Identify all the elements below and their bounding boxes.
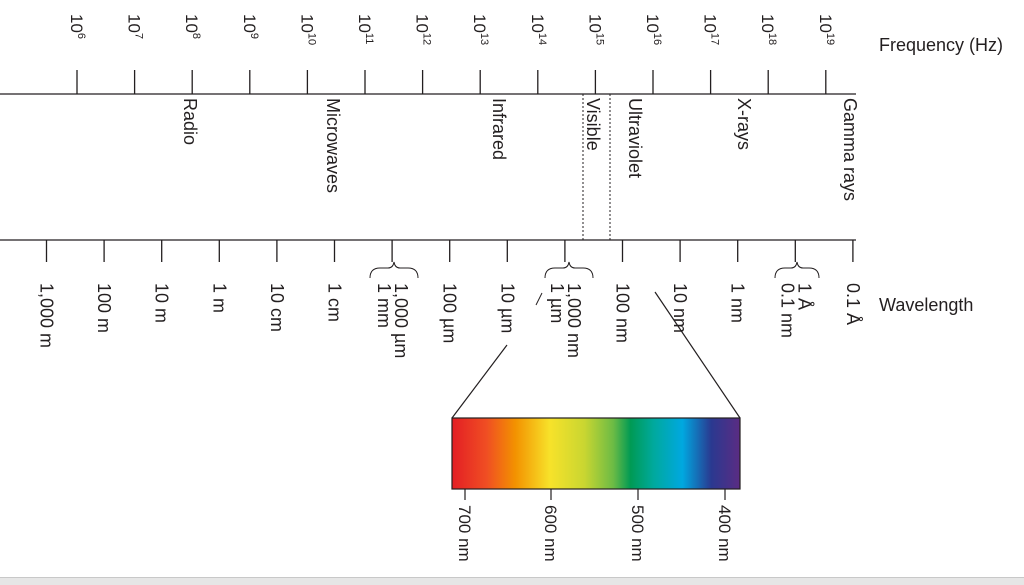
frequency-tick-label: 1014 [528, 14, 548, 45]
frequency-tick-base: 10 [413, 14, 432, 33]
frequency-tick-base: 10 [701, 14, 720, 33]
frequency-tick-base: 10 [816, 14, 835, 33]
wavelength-tick-labels: 1,000 m 100 m 10 m 1 m 10 cm 1 cm 1,000 µm1 mm… [37, 283, 863, 358]
wavelength-tick-label: 1 m [209, 283, 229, 313]
spectrum-tick-labels: 700 nm 600 nm 500 nm 400 nm [455, 505, 734, 562]
frequency-tick-base: 10 [528, 14, 547, 33]
frequency-tick-exponent: 12 [421, 33, 433, 45]
frequency-tick-base: 10 [240, 14, 259, 33]
band-labels: Radio Microwaves Infrared Visible Ultraviole… [180, 98, 860, 201]
wavelength-tick-label: 100 µm [440, 283, 460, 343]
band-label: Visible [583, 98, 603, 151]
frequency-tick-base: 10 [67, 14, 86, 33]
frequency-axis-label: Frequency (Hz) [879, 35, 1003, 55]
wavelength-tick-label: 1,000 m [37, 283, 57, 348]
frequency-tick-exponent: 17 [709, 33, 721, 45]
wavelength-braces [369, 261, 820, 306]
frequency-tick-label: 107 [125, 14, 145, 39]
frequency-tick-label: 1018 [758, 14, 778, 45]
window-bottom-strip [0, 577, 1024, 585]
band-label: Gamma rays [840, 98, 860, 201]
frequency-tick-exponent: 10 [305, 33, 317, 45]
visible-spectrum-bar [451, 417, 741, 490]
frequency-tick-exponent: 7 [133, 33, 145, 39]
wavelength-tick-label: 10 µm [497, 283, 517, 333]
wavelength-tick-label: 1 mm [374, 283, 394, 328]
frequency-tick-label: 1019 [816, 14, 836, 45]
brace-mm [369, 261, 419, 279]
frequency-tick-exponent: 14 [536, 33, 548, 45]
frequency-tick-exponent: 8 [190, 33, 202, 39]
spectrum-tick-label: 600 nm [541, 505, 560, 562]
frequency-tick-exponent: 19 [824, 33, 836, 45]
frequency-tick-base: 10 [125, 14, 144, 33]
wavelength-tick-label: 100 nm [613, 283, 633, 343]
frequency-tick-exponent: 11 [363, 33, 375, 44]
frequency-tick-label: 1015 [585, 14, 605, 45]
brace-um [544, 261, 594, 279]
frequency-tick-label: 1010 [297, 14, 317, 45]
visible-spectrum: 700 nm 600 nm 500 nm 400 nm [451, 417, 741, 562]
wavelength-tick-label: 1 µm [547, 283, 567, 323]
spectrum-tick-label: 700 nm [455, 505, 474, 562]
band-label: Radio [180, 98, 200, 145]
visible-zoom-lines [451, 291, 741, 419]
wavelength-tick-label: 1 nm [728, 283, 748, 323]
wavelength-tick-label: 10 cm [267, 283, 287, 332]
frequency-tick-exponent: 9 [248, 33, 260, 39]
frequency-tick-exponent: 6 [75, 33, 87, 39]
frequency-tick-labels: 1061071081091010101110121013101410151016… [67, 14, 836, 45]
frequency-tick-label: 106 [67, 14, 87, 39]
frequency-tick-base: 10 [355, 14, 374, 33]
wavelength-tick-label: 0.1 Å [843, 283, 863, 325]
band-label: Microwaves [323, 98, 343, 193]
wavelength-axis: 1,000 m 100 m 10 m 1 m 10 cm 1 cm 1,000 µm1 mm… [0, 239, 973, 358]
spectrum-tick-label: 500 nm [628, 505, 647, 562]
frequency-tick-exponent: 16 [651, 33, 663, 45]
band-label: Ultraviolet [625, 98, 645, 178]
wavelength-tick-label: 1,000 µm [391, 283, 411, 358]
zoom-line-right [654, 291, 741, 419]
frequency-tick-exponent: 18 [766, 33, 778, 45]
wavelength-tick-label: 10 m [152, 283, 172, 323]
frequency-tick-exponent: 13 [478, 33, 490, 45]
frequency-tick-base: 10 [470, 14, 489, 33]
brace-angstrom [774, 261, 820, 279]
wavelength-tick-label: 1 cm [325, 283, 345, 322]
spectrum-ticks [464, 489, 726, 500]
frequency-tick-label: 1013 [470, 14, 490, 45]
wavelength-tick-label: 10 nm [670, 283, 690, 333]
frequency-tick-exponent: 15 [593, 33, 605, 45]
frequency-tick-label: 1011 [355, 14, 375, 44]
band-label: X-rays [734, 98, 754, 150]
frequency-tick-label: 108 [182, 14, 202, 39]
frequency-tick-label: 1016 [643, 14, 663, 45]
wavelength-tick-label: 100 m [94, 283, 114, 333]
frequency-tick-base: 10 [758, 14, 777, 33]
frequency-tick-label: 1017 [701, 14, 721, 45]
frequency-tick-label: 109 [240, 14, 260, 39]
wavelength-tick-label: 0.1 nm [777, 283, 797, 338]
visible-band-markers [582, 94, 611, 240]
wavelength-axis-label: Wavelength [879, 295, 973, 315]
spectrum-tick-label: 400 nm [715, 505, 734, 562]
frequency-tick-base: 10 [585, 14, 604, 33]
frequency-tick-base: 10 [643, 14, 662, 33]
frequency-ticks [76, 70, 827, 94]
visible-slanted-tick [535, 292, 543, 306]
zoom-line-left [451, 344, 508, 419]
band-label: Infrared [489, 98, 509, 160]
wavelength-tick-label: 1,000 nm [564, 283, 584, 358]
wavelength-tick-label: 1 Å [794, 283, 814, 310]
frequency-tick-label: 1012 [413, 14, 433, 45]
wavelength-ticks [45, 240, 854, 262]
frequency-axis: 1061071081091010101110121013101410151016… [0, 14, 1003, 95]
frequency-tick-base: 10 [182, 14, 201, 33]
frequency-tick-base: 10 [297, 14, 316, 33]
